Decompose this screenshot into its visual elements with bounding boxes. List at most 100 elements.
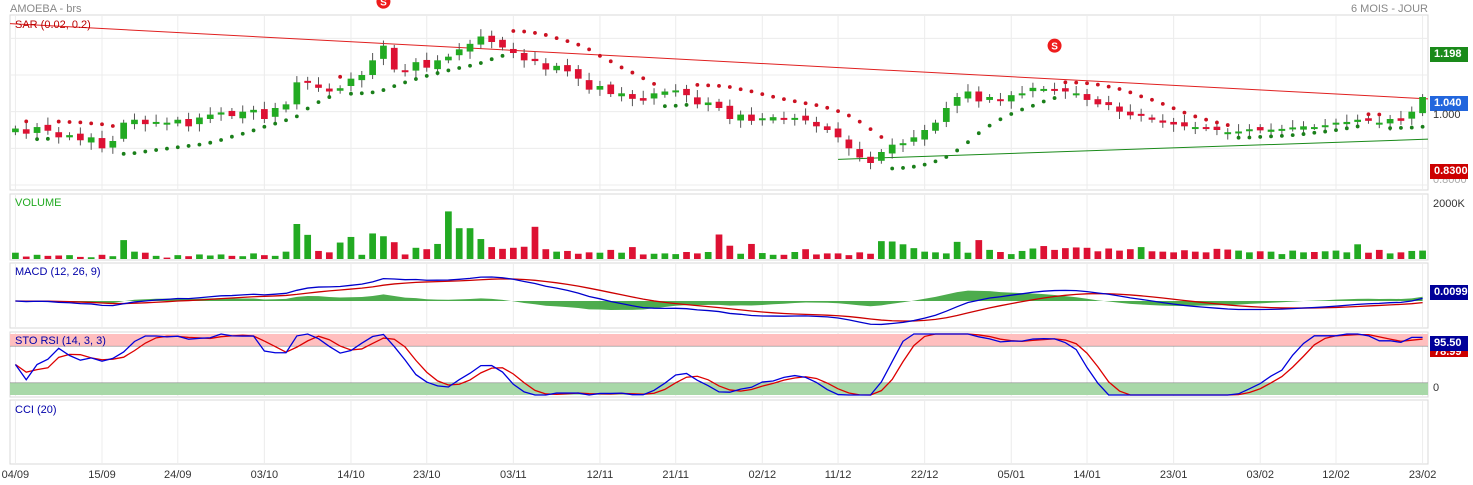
sar-dot xyxy=(1171,106,1176,111)
sar-dot xyxy=(262,124,267,129)
candle-body xyxy=(1170,121,1177,125)
sar-dot xyxy=(132,151,137,156)
sar-dot xyxy=(727,85,732,89)
sar-dot xyxy=(911,164,916,169)
candle-body xyxy=(1397,118,1405,121)
candle-body xyxy=(878,152,885,161)
volume-bar xyxy=(131,251,138,259)
x-tick-label: 21/11 xyxy=(662,469,689,481)
volume-bar xyxy=(953,241,961,259)
sar-dot xyxy=(684,103,689,107)
sar-dot xyxy=(468,63,472,68)
volume-bar xyxy=(22,256,30,259)
sar-dot xyxy=(457,66,462,70)
volume-bar xyxy=(66,255,73,259)
volume-bar xyxy=(715,234,723,259)
sar-dot xyxy=(1085,81,1089,86)
volume-bar xyxy=(1170,252,1177,259)
candle-body xyxy=(369,60,376,75)
volume-bar xyxy=(1300,252,1307,259)
candle-body xyxy=(1116,106,1123,112)
volume-bar xyxy=(271,255,279,259)
candle-body xyxy=(131,119,138,125)
candle-body xyxy=(1083,94,1091,100)
sar-dot xyxy=(1106,84,1111,89)
candle-body xyxy=(261,109,268,119)
candle-body xyxy=(737,114,745,121)
sar-dot xyxy=(110,124,115,128)
volume-bar xyxy=(899,244,907,259)
volume-bar xyxy=(1332,250,1340,259)
candle-body xyxy=(693,97,701,105)
macd-panel-frame xyxy=(9,262,1429,329)
candle-body xyxy=(44,124,52,131)
candle-body xyxy=(639,98,647,101)
volume-bar xyxy=(1289,250,1297,259)
candle-body xyxy=(22,129,30,134)
volume-bar xyxy=(250,253,257,259)
volume-bar xyxy=(293,224,301,259)
sar-dot xyxy=(792,99,797,104)
sar-dot xyxy=(1074,80,1079,85)
candle-body xyxy=(942,108,950,122)
candle-body xyxy=(618,93,625,97)
candle-body xyxy=(1202,127,1210,130)
candle-body xyxy=(1224,132,1232,135)
sar-dot xyxy=(56,119,61,124)
candle-body xyxy=(347,78,355,86)
candle-body xyxy=(174,119,182,124)
volume-bar xyxy=(1126,249,1134,259)
volume-bar xyxy=(228,255,236,259)
sar-dot xyxy=(424,74,429,78)
sar-dot xyxy=(1409,125,1414,130)
sar-dot xyxy=(197,142,202,147)
candle-body xyxy=(1267,129,1275,132)
candle-body xyxy=(574,69,582,79)
candle-body xyxy=(185,119,192,127)
candle-body xyxy=(1094,99,1102,105)
sto-k-line xyxy=(14,333,1423,396)
candle-body xyxy=(802,115,809,121)
volume-bar xyxy=(1051,249,1058,259)
sar-dot xyxy=(543,33,548,37)
candle-body xyxy=(509,48,517,53)
candle-body xyxy=(499,39,506,48)
candle-body xyxy=(542,63,550,70)
sar-dot xyxy=(1334,128,1338,133)
volume-bar xyxy=(282,251,290,259)
volume-bar xyxy=(499,248,506,259)
candle-body xyxy=(325,88,333,92)
period-label[interactable]: 6 MOIS - JOUR xyxy=(1350,3,1428,15)
macd-signal-line xyxy=(15,278,1423,322)
sar-dot xyxy=(630,70,635,75)
candle-body xyxy=(120,122,128,139)
sar-dot xyxy=(45,136,50,141)
candle-body xyxy=(1408,111,1416,119)
volume-bar xyxy=(867,253,874,259)
volume-panel-label: VOLUME xyxy=(15,197,62,209)
x-tick-label: 23/01 xyxy=(1160,469,1188,481)
candle-body xyxy=(1126,111,1134,116)
volume-bar xyxy=(1202,252,1210,259)
sar-dot xyxy=(966,140,970,145)
candle-body xyxy=(1051,88,1058,91)
overbought-band xyxy=(10,334,1428,347)
sar-dot xyxy=(717,83,721,88)
candle-body xyxy=(163,122,171,125)
candle-body xyxy=(466,43,474,52)
sar-dot xyxy=(273,121,278,126)
sar-dot xyxy=(294,114,299,119)
sar-dot xyxy=(230,134,234,139)
instrument-title: AMOEBA - brs xyxy=(10,3,82,15)
sar-dot xyxy=(1031,103,1035,108)
candle-body xyxy=(910,137,918,142)
volume-bar xyxy=(975,240,983,259)
sell-signal-marker xyxy=(376,0,391,9)
candle-body xyxy=(401,70,409,73)
sar-dot xyxy=(738,87,743,92)
volume-panel-frame xyxy=(9,193,1429,261)
candle-body xyxy=(1159,120,1167,123)
candle-body xyxy=(834,128,842,138)
sar-dot xyxy=(1420,124,1425,129)
candle-body xyxy=(1213,126,1221,130)
